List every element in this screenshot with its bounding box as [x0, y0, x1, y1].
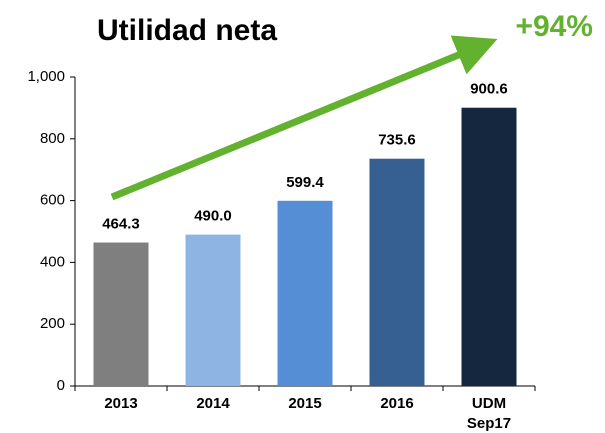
data-label: 490.0: [194, 208, 232, 225]
x-tick-label: 2015: [288, 395, 321, 412]
growth-arrow: [110, 35, 498, 201]
x-tick-label-line: UDM: [472, 395, 506, 412]
bar: [277, 200, 333, 386]
x-tick-label: 2014: [196, 395, 230, 412]
y-tick-label: 400: [40, 253, 65, 270]
data-label: 735.6: [378, 132, 416, 149]
x-tick-label-line: Sep17: [467, 415, 511, 432]
data-label: 464.3: [102, 216, 140, 233]
growth-annotation: +94%: [515, 10, 593, 43]
data-label: 599.4: [286, 174, 324, 191]
x-tick-label: UDM Sep17: [467, 395, 511, 432]
y-tick-label: 200: [40, 315, 65, 332]
bar: [185, 234, 241, 386]
x-tick-label: 2016: [380, 395, 413, 412]
y-tick-label: 1,000: [27, 68, 65, 85]
y-tick-label: 800: [40, 130, 65, 147]
y-tick-label: 0: [57, 377, 65, 394]
data-label: 900.6: [470, 81, 508, 98]
bar: [93, 242, 149, 386]
x-tick-label: 2013: [104, 395, 137, 412]
y-tick-label: 600: [40, 192, 65, 209]
chart-title: Utilidad neta: [97, 14, 277, 47]
bar: [369, 158, 425, 386]
bar: [461, 107, 517, 386]
